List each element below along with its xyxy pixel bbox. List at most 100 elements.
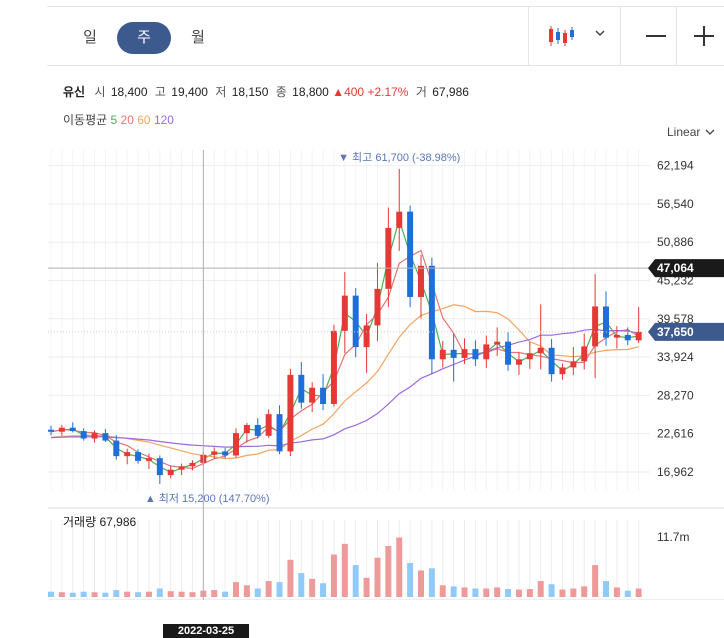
volume-bar	[537, 581, 544, 597]
volume-bar	[135, 592, 142, 597]
candle-body	[233, 433, 239, 456]
tab-monthly[interactable]: 월	[191, 29, 205, 46]
close-value: 18,800	[292, 85, 329, 99]
volume-bar	[624, 590, 631, 597]
scale-selector[interactable]: Linear	[667, 125, 701, 139]
volume-bar	[635, 588, 642, 597]
volume-bar	[385, 545, 392, 597]
volume-bar	[330, 554, 337, 597]
volume-bar	[124, 591, 131, 597]
volume-bar	[439, 585, 446, 597]
last-price-label: 37,650	[657, 325, 694, 339]
volume-bar	[102, 592, 109, 597]
volume-bar	[548, 584, 555, 597]
volume-bar	[418, 570, 424, 597]
volume-label: 거	[415, 85, 427, 99]
volume-bar	[613, 587, 620, 597]
toolbar-divider	[676, 6, 677, 65]
candle-body	[581, 346, 588, 362]
volume-bar	[156, 588, 163, 597]
volume-bar	[581, 586, 588, 597]
volume-bar	[113, 590, 120, 597]
candle-body	[124, 452, 131, 457]
candle-body	[396, 211, 403, 228]
candle-body	[624, 334, 631, 341]
candle-body	[559, 367, 566, 375]
candle-body	[439, 349, 446, 360]
last-price-badge	[648, 322, 724, 341]
volume-bar	[69, 592, 76, 597]
moving-average-legend[interactable]: 이동평균 5 20 60 120	[63, 111, 174, 128]
crosshair-price-badge	[648, 259, 724, 278]
volume-bar	[243, 585, 250, 597]
volume-bar	[254, 588, 261, 597]
candlestick-icon[interactable]	[547, 24, 575, 48]
candle-body	[69, 427, 76, 432]
toolbar-top-border	[47, 6, 724, 7]
chevron-down-icon[interactable]	[705, 128, 715, 136]
volume-bar	[461, 587, 468, 597]
candle-body	[102, 433, 109, 441]
volume-bar	[265, 581, 272, 597]
candle-body	[113, 440, 120, 457]
y-tick-label: 56,540	[657, 197, 694, 211]
chevron-down-icon[interactable]	[594, 28, 606, 38]
candle-body	[341, 295, 348, 331]
candle-body	[483, 344, 490, 360]
candle-body	[352, 295, 359, 348]
ma-120: 120	[153, 113, 174, 127]
candle-body	[48, 429, 54, 432]
candle-body	[211, 451, 218, 455]
volume-bar	[222, 591, 229, 597]
volume-bar	[178, 591, 185, 597]
candle-body	[494, 341, 501, 345]
tab-daily[interactable]: 일	[83, 29, 97, 46]
candle-body	[418, 265, 424, 297]
volume-bar	[559, 589, 566, 597]
candle-body	[450, 349, 457, 358]
y-tick-label: 33,924	[657, 350, 694, 364]
ma-60: 60	[137, 113, 151, 127]
price-chart[interactable]: 62,19456,54050,88645,23239,57833,92428,2…	[0, 140, 724, 600]
candle-body	[167, 469, 174, 476]
volume-panel-title: 거래량	[63, 515, 97, 529]
y-tick-label: 50,886	[657, 235, 694, 249]
candle-body	[330, 330, 337, 404]
volume-bar	[48, 591, 54, 597]
candle-body	[570, 361, 577, 368]
volume-bar	[276, 582, 283, 597]
candle-body	[156, 458, 163, 476]
volume-bar	[592, 565, 599, 597]
high-label: 고	[154, 85, 166, 99]
candle-body	[189, 462, 196, 467]
change-value: ▲400	[332, 85, 365, 99]
candle-body	[265, 414, 272, 436]
volume-bar	[352, 565, 359, 597]
change-percent: +2.17%	[367, 85, 409, 99]
candle-body	[385, 227, 392, 289]
volume-panel-value: 67,986	[99, 515, 137, 529]
volume-bar	[167, 591, 174, 597]
stock-name: 유신	[63, 85, 86, 99]
volume-bar	[58, 592, 65, 597]
y-tick-label: 22,616	[657, 427, 694, 441]
volume-bar	[483, 588, 490, 597]
candle-body	[135, 452, 142, 461]
candle-body	[613, 334, 620, 338]
candle-body	[515, 359, 522, 365]
candle-body	[592, 306, 599, 347]
y-tick-label: 62,194	[657, 159, 694, 173]
volume-bar	[320, 583, 327, 597]
volume-panel-label: 거래량 67,986	[63, 513, 136, 530]
candle-body	[276, 414, 283, 452]
minus-icon[interactable]	[646, 35, 666, 37]
tab-weekly[interactable]: 주	[117, 22, 171, 54]
candle-body	[254, 424, 261, 436]
volume-bar	[374, 557, 381, 597]
volume-bar	[287, 559, 294, 597]
volume-bar	[515, 589, 522, 597]
max-annotation: ▼ 최고 61,700 (-38.98%)	[338, 151, 460, 164]
candle-body	[505, 341, 512, 365]
volume-bar	[91, 592, 98, 597]
crosshair-date-badge: 2022-03-25	[163, 624, 249, 638]
